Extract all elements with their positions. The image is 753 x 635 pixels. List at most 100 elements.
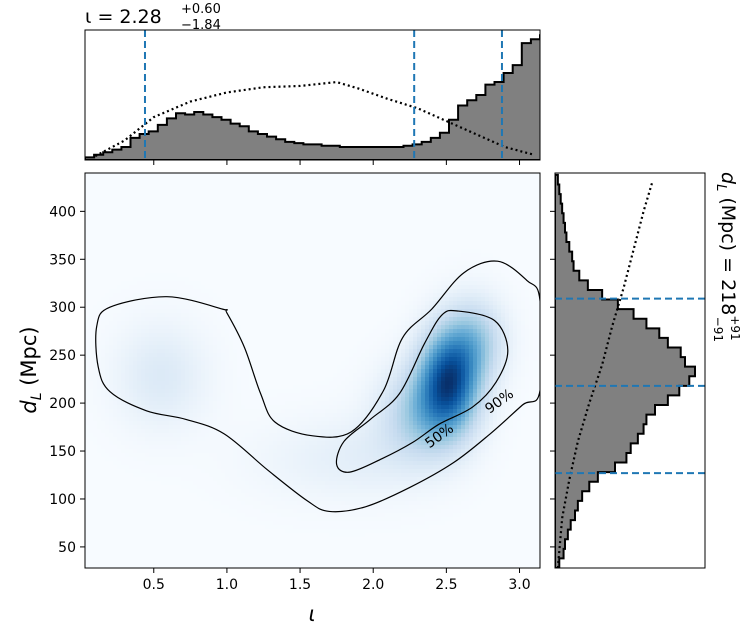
heatmap-cell [353,265,358,270]
heatmap-cell [357,325,362,330]
heatmap-cell [441,257,446,262]
heatmap-cell [285,257,290,262]
heatmap-cell [309,185,314,190]
heatmap-cell [477,285,482,290]
heatmap-cell [477,273,482,278]
heatmap-cell [257,173,262,178]
heatmap-cell [169,297,174,302]
heatmap-cell [165,185,170,190]
heatmap-cell [109,317,114,322]
heatmap-cell [517,221,522,226]
heatmap-cell [221,305,226,310]
heatmap-cell [313,213,318,218]
heatmap-cell [185,293,190,298]
heatmap-cell [517,197,522,202]
heatmap-cell [521,301,526,306]
heatmap-cell [205,297,210,302]
heatmap-cell [89,237,94,242]
heatmap-cell [493,285,498,290]
heatmap-cell [417,321,422,326]
heatmap-cell [493,201,498,206]
heatmap-cell [97,341,102,346]
heatmap-cell [501,277,506,282]
heatmap-cell [393,201,398,206]
heatmap-cell [189,245,194,250]
heatmap-cell [173,337,178,342]
heatmap-cell [365,317,370,322]
heatmap-cell [161,197,166,202]
heatmap-cell [221,293,226,298]
heatmap-cell [273,237,278,242]
heatmap-cell [437,269,442,274]
heatmap-cell [345,321,350,326]
heatmap-cell [481,225,486,230]
heatmap-cell [389,181,394,186]
heatmap-cell [385,313,390,318]
heatmap-cell [401,285,406,290]
heatmap-cell [445,237,450,242]
heatmap-cell [501,177,506,182]
heatmap-cell [413,341,418,346]
heatmap-cell [301,221,306,226]
heatmap-cell [481,201,486,206]
heatmap-cell [353,337,358,342]
heatmap-cell [397,281,402,286]
heatmap-cell [149,181,154,186]
heatmap-cell [425,245,430,250]
heatmap-cell [293,285,298,290]
heatmap-cell [485,269,490,274]
heatmap-cell [129,333,134,338]
heatmap-cell [425,237,430,242]
heatmap-cell [245,325,250,330]
heatmap-cell [437,189,442,194]
heatmap-cell [493,269,498,274]
heatmap-cell [505,205,510,210]
heatmap-cell [305,305,310,310]
heatmap-cell [181,321,186,326]
heatmap-cell [533,233,538,238]
heatmap-cell [445,281,450,286]
heatmap-cell [225,337,230,342]
heatmap-cell [517,209,522,214]
heatmap-cell [145,329,150,334]
heatmap-cell [461,241,466,246]
heatmap-cell [225,245,230,250]
heatmap-cell [181,253,186,258]
heatmap-cell [509,277,514,282]
heatmap-cell [281,233,286,238]
heatmap-cell [141,285,146,290]
heatmap-cell [449,213,454,218]
heatmap-cell [509,249,514,254]
heatmap-cell [469,341,474,346]
heatmap-cell [201,289,206,294]
heatmap-cell [277,237,282,242]
heatmap-cell [509,313,514,318]
heatmap-cell [205,261,210,266]
heatmap-cell [309,189,314,194]
heatmap-cell [181,257,186,262]
heatmap-cell [285,345,290,350]
heatmap-cell [189,189,194,194]
heatmap-cell [249,313,254,318]
heatmap-cell [329,289,334,294]
heatmap-cell [109,253,114,258]
heatmap-cell [517,205,522,210]
heatmap-cell [285,217,290,222]
heatmap-cell [217,313,222,318]
heatmap-cell [249,321,254,326]
heatmap-cell [333,233,338,238]
heatmap-cell [89,181,94,186]
heatmap-cell [453,277,458,282]
heatmap-cell [485,229,490,234]
heatmap-cell [289,245,294,250]
heatmap-cell [417,229,422,234]
heatmap-cell [85,325,90,330]
heatmap-cell [389,257,394,262]
heatmap-cell [285,301,290,306]
heatmap-cell [361,321,366,326]
heatmap-cell [317,273,322,278]
heatmap-cell [369,185,374,190]
heatmap-cell [209,185,214,190]
heatmap-cell [353,289,358,294]
heatmap-cell [377,237,382,242]
